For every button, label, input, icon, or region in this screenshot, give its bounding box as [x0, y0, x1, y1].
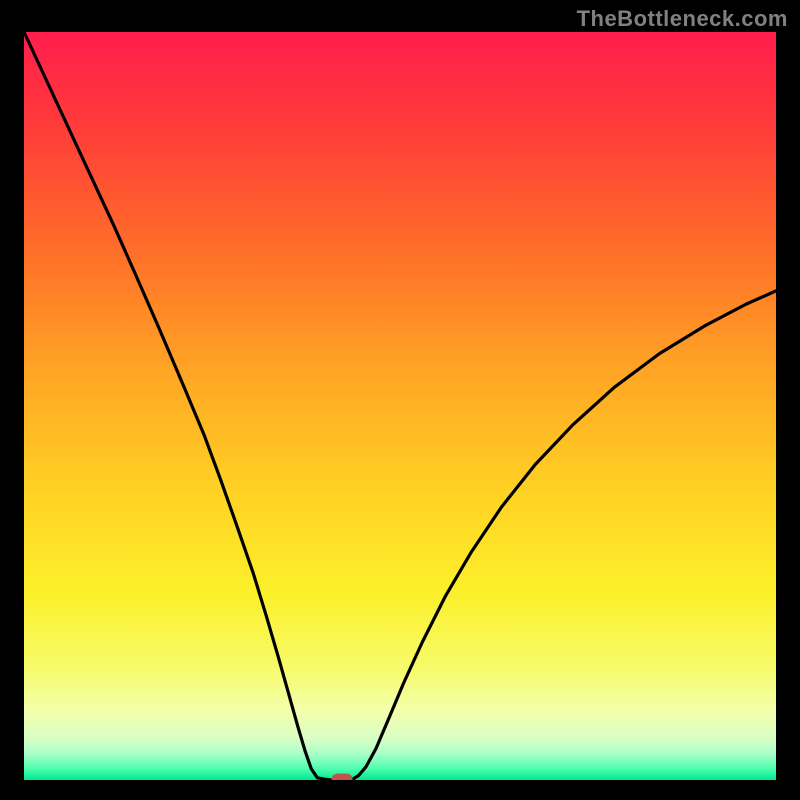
gradient-background	[24, 32, 776, 780]
plot-frame	[24, 32, 776, 780]
min-marker	[332, 774, 353, 780]
plot-svg	[24, 32, 776, 780]
chart-root: TheBottleneck.com	[0, 0, 800, 800]
watermark-label: TheBottleneck.com	[577, 6, 788, 32]
